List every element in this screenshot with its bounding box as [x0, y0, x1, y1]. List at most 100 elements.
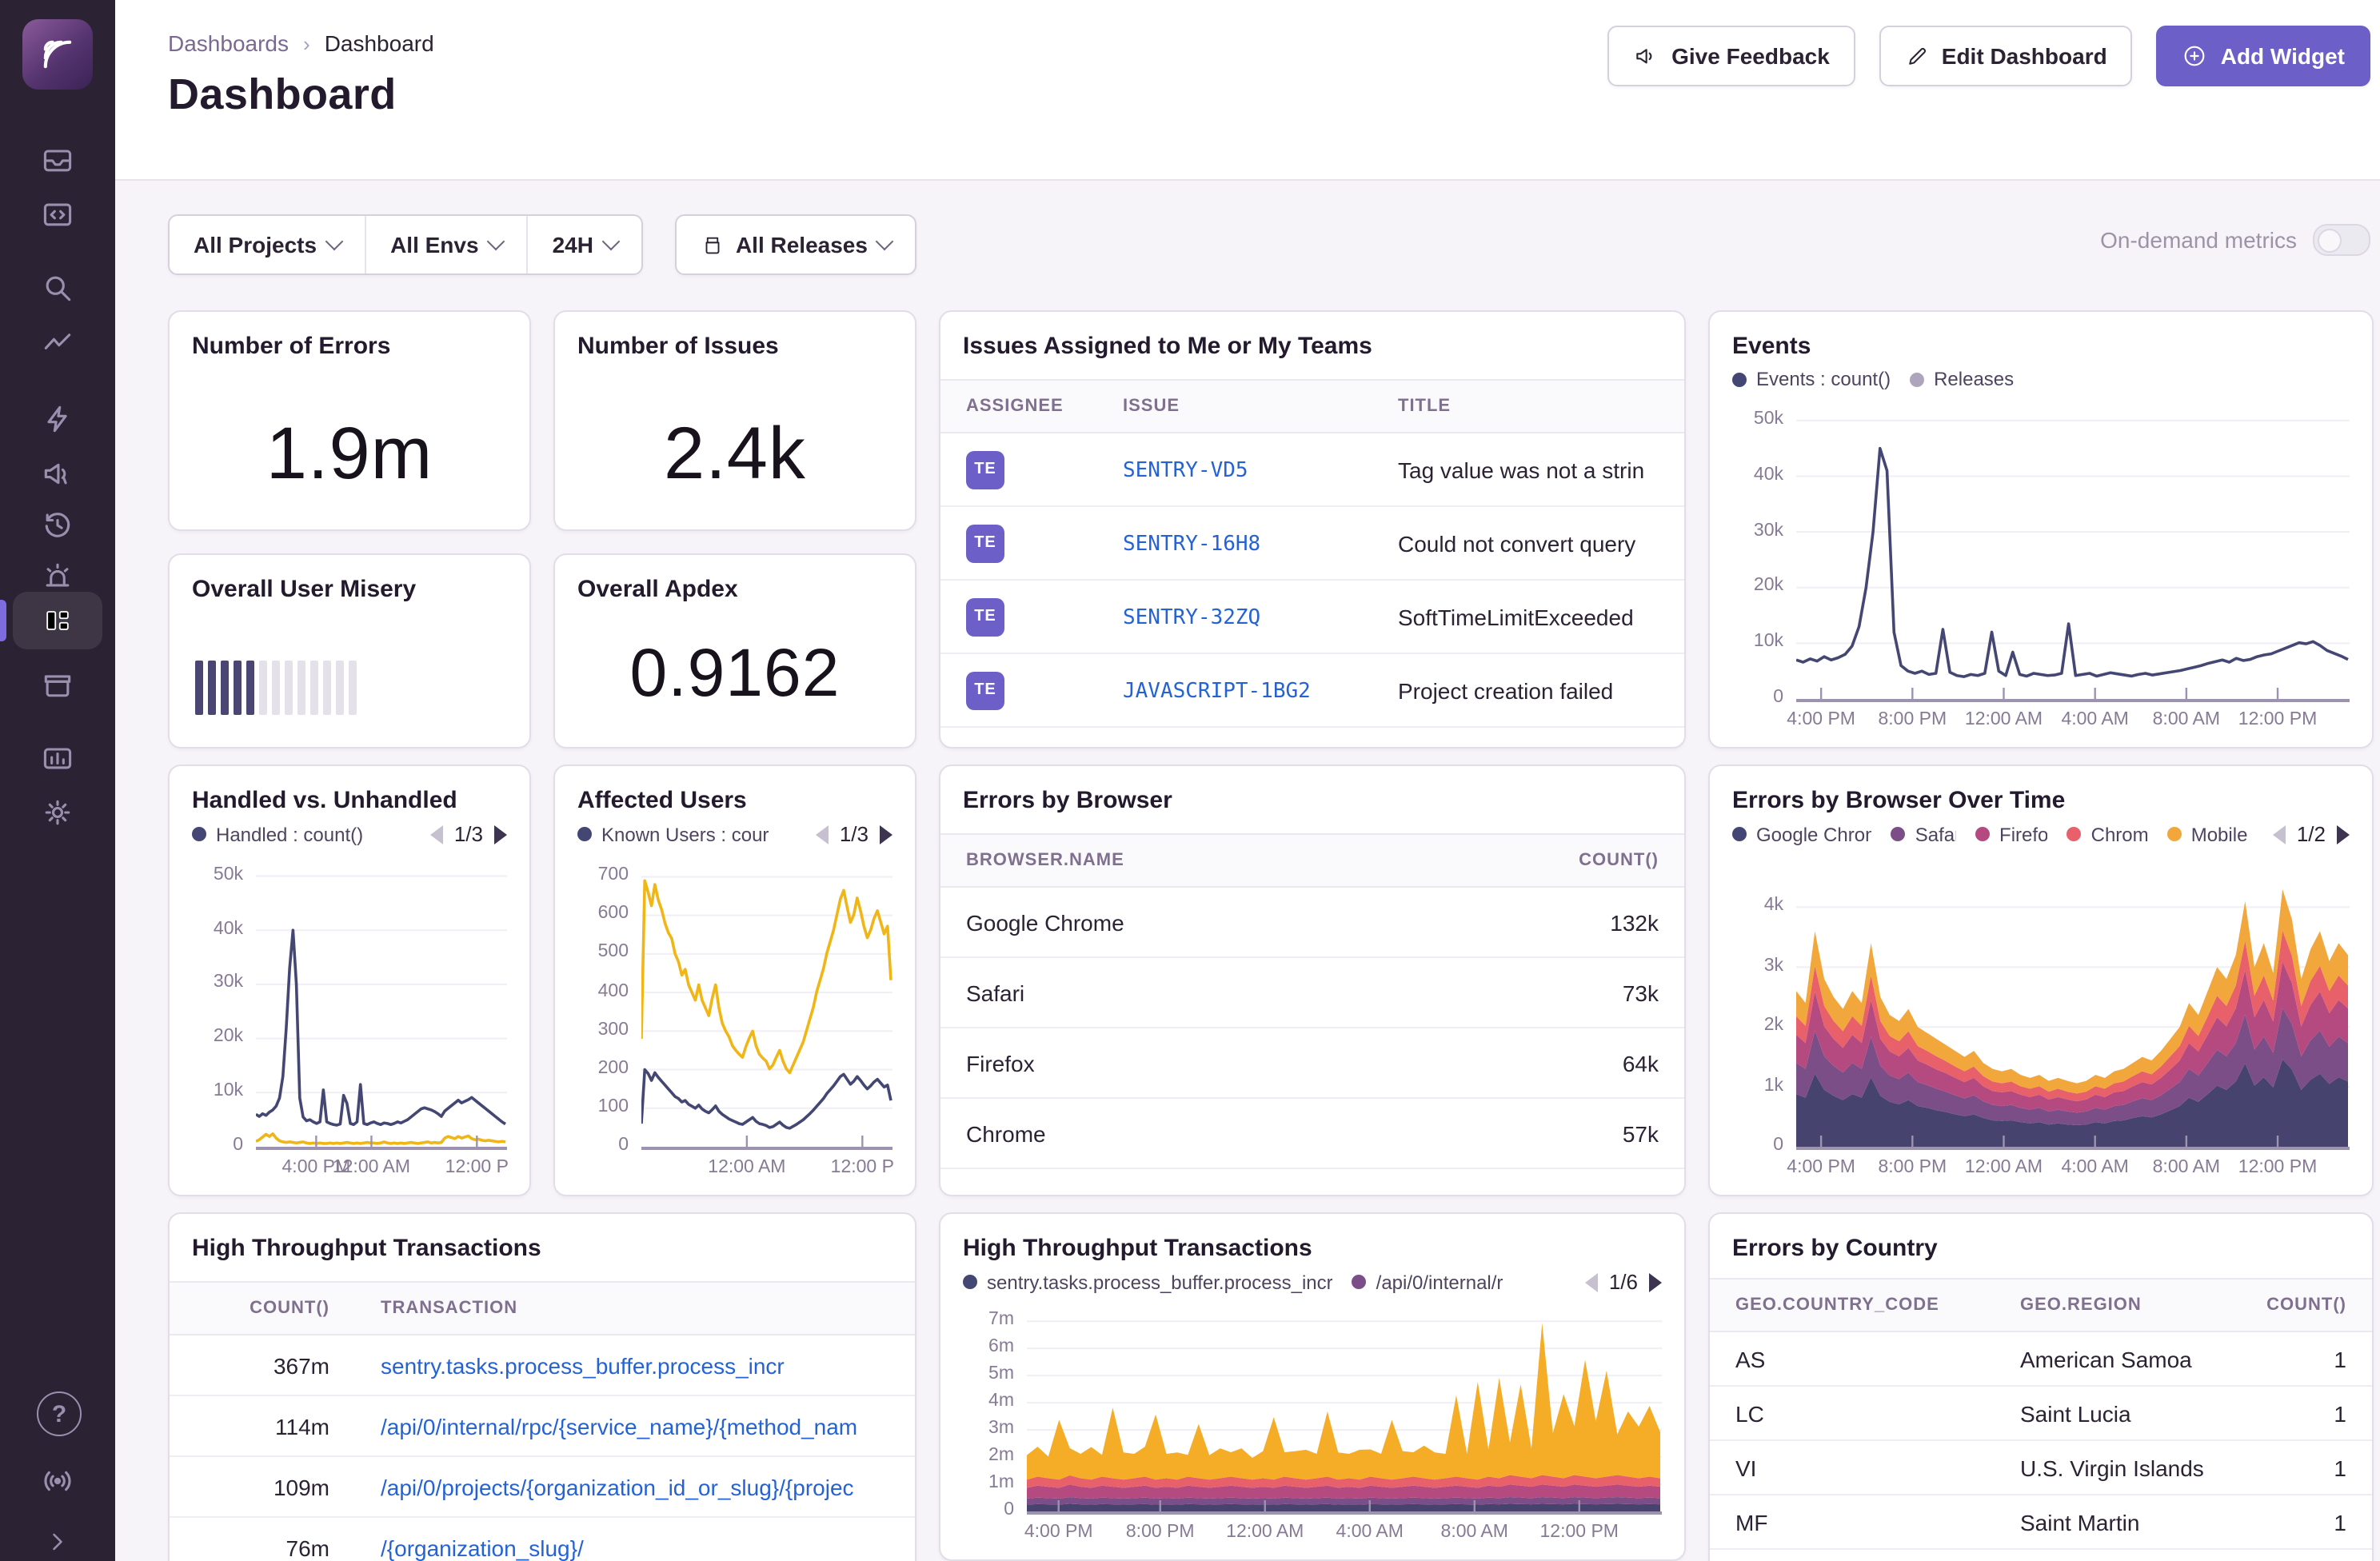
- legend-item[interactable]: Releases: [1910, 368, 2014, 390]
- legend-item[interactable]: Google Chrome: [1732, 823, 1872, 845]
- releases-filter[interactable]: All Releases: [677, 216, 916, 273]
- table-row[interactable]: 114m/api/0/internal/rpc/{service_name}/{…: [170, 1396, 915, 1457]
- table-row[interactable]: TEJAVASCRIPT-1BG2Project creation failed: [940, 654, 1684, 728]
- column-header[interactable]: COUNT(): [170, 1299, 355, 1318]
- widget-apdex[interactable]: Overall Apdex 0.9162: [553, 553, 916, 749]
- on-demand-metrics-toggle[interactable]: [2313, 224, 2370, 256]
- legend-item[interactable]: Firefox: [1975, 823, 2048, 845]
- column-header[interactable]: TITLE: [1388, 397, 1684, 416]
- widget-errors-by-browser-over-time[interactable]: Errors by Browser Over Time Google Chrom…: [1708, 765, 2374, 1196]
- add-widget-button[interactable]: Add Widget: [2157, 26, 2370, 86]
- issue-link[interactable]: SENTRY-VD5: [1123, 459, 1248, 483]
- column-header[interactable]: ISSUE: [1116, 397, 1388, 416]
- sidebar-item-settings[interactable]: [32, 787, 83, 838]
- issue-link[interactable]: SENTRY-32ZQ: [1123, 606, 1260, 630]
- prev-page-icon[interactable]: [816, 824, 829, 844]
- table-row[interactable]: TESENTRY-16H8Could not convert query: [940, 507, 1684, 581]
- widget-number-of-issues[interactable]: Number of Issues 2.4k: [553, 310, 916, 531]
- assignee-avatar[interactable]: TE: [966, 597, 1004, 636]
- table-row[interactable]: MFSaint Martin1: [1710, 1495, 2372, 1550]
- table-row[interactable]: TESENTRY-VD5Tag value was not a strin: [940, 433, 1684, 507]
- legend-item[interactable]: Events : count(): [1732, 368, 1891, 390]
- legend-item[interactable]: /api/0/internal/r: [1352, 1271, 1503, 1293]
- table-row[interactable]: VIU.S. Virgin Islands1: [1710, 1441, 2372, 1495]
- sentry-logo[interactable]: [22, 19, 93, 90]
- sidebar-item-performance[interactable]: [32, 317, 83, 368]
- next-page-icon[interactable]: [494, 824, 507, 844]
- give-feedback-button[interactable]: Give Feedback: [1607, 26, 1855, 86]
- table-row[interactable]: LCSaint Lucia1: [1710, 1387, 2372, 1441]
- events-chart-plot[interactable]: [1796, 400, 2350, 702]
- next-page-icon[interactable]: [2337, 824, 2350, 844]
- widget-handled-vs-unhandled[interactable]: Handled vs. Unhandled Handled : count()1…: [168, 765, 531, 1196]
- assignee-avatar[interactable]: TE: [966, 671, 1004, 709]
- transaction-link[interactable]: /api/0/internal/rpc/{service_name}/{meth…: [381, 1413, 857, 1439]
- table-row[interactable]: ASAmerican Samoa1: [1710, 1332, 2372, 1387]
- column-header[interactable]: TRANSACTION: [355, 1299, 915, 1318]
- sidebar-item-broadcast[interactable]: [32, 1455, 83, 1507]
- widget-errors-by-country[interactable]: Errors by Country GEO.COUNTRY_CODEGEO.RE…: [1708, 1212, 2374, 1561]
- transaction-link[interactable]: sentry.tasks.process_buffer.process_incr: [381, 1352, 785, 1378]
- widget-affected-users[interactable]: Affected Users Known Users : cour1/3 010…: [553, 765, 916, 1196]
- table-row[interactable]: 367msentry.tasks.process_buffer.process_…: [170, 1335, 915, 1396]
- widget-high-throughput-chart[interactable]: High Throughput Transactions sentry.task…: [939, 1212, 1686, 1561]
- assignee-avatar[interactable]: TE: [966, 450, 1004, 489]
- next-page-icon[interactable]: [880, 824, 892, 844]
- throughput-chart-plot[interactable]: [1027, 1303, 1662, 1515]
- sidebar-item-starfish[interactable]: [32, 393, 83, 445]
- column-header[interactable]: COUNT(): [1489, 851, 1684, 870]
- table-row[interactable]: Safari73k: [940, 958, 1684, 1028]
- edit-dashboard-button[interactable]: Edit Dashboard: [1879, 26, 2133, 86]
- next-page-icon[interactable]: [1649, 1272, 1662, 1292]
- affected-chart-plot[interactable]: [641, 856, 892, 1150]
- column-header[interactable]: ASSIGNEE: [940, 397, 1116, 416]
- column-header[interactable]: COUNT(): [2206, 1296, 2372, 1315]
- legend-item[interactable]: Mobile S: [2167, 823, 2254, 845]
- sidebar-item-feedback[interactable]: [32, 448, 83, 499]
- table-row[interactable]: 76m/{organization_slug}/: [170, 1518, 915, 1561]
- widget-errors-by-browser[interactable]: Errors by Browser BROWSER.NAMECOUNT()Goo…: [939, 765, 1686, 1196]
- legend-item[interactable]: Safari: [1891, 823, 1956, 845]
- sidebar-item-explore[interactable]: [32, 262, 83, 313]
- table-row[interactable]: Mobile Safari33k: [940, 1169, 1684, 1196]
- handled-chart-plot[interactable]: [256, 856, 507, 1150]
- widget-issues-assigned[interactable]: Issues Assigned to Me or My Teams ASSIGN…: [939, 310, 1686, 749]
- help-button[interactable]: ?: [37, 1391, 82, 1436]
- prev-page-icon[interactable]: [430, 824, 443, 844]
- assignee-avatar[interactable]: TE: [966, 524, 1004, 562]
- legend-item[interactable]: Handled : count(): [192, 823, 363, 845]
- widget-number-of-errors[interactable]: Number of Errors 1.9m: [168, 310, 531, 531]
- prev-page-icon[interactable]: [1585, 1272, 1598, 1292]
- prev-page-icon[interactable]: [2273, 824, 2286, 844]
- widget-high-throughput-table[interactable]: High Throughput Transactions COUNT()TRAN…: [168, 1212, 916, 1561]
- project-filter[interactable]: All Projects: [170, 216, 365, 273]
- sidebar-item-issues[interactable]: [32, 134, 83, 186]
- legend-item[interactable]: sentry.tasks.process_buffer.process_incr: [963, 1271, 1333, 1293]
- browser-over-time-chart-plot[interactable]: [1796, 856, 2350, 1150]
- table-row[interactable]: Chrome57k: [940, 1099, 1684, 1169]
- column-header[interactable]: GEO.REGION: [1995, 1296, 2206, 1315]
- sidebar-item-releases[interactable]: [32, 659, 83, 710]
- sidebar-item-projects[interactable]: [32, 189, 83, 240]
- table-row[interactable]: TESENTRY-32ZQSoftTimeLimitExceeded: [940, 581, 1684, 654]
- sidebar-item-dashboards-active[interactable]: [13, 592, 102, 649]
- column-header[interactable]: BROWSER.NAME: [940, 851, 1489, 870]
- transaction-link[interactable]: /{organization_slug}/: [381, 1535, 584, 1560]
- environment-filter[interactable]: All Envs: [365, 216, 527, 273]
- transaction-link[interactable]: /api/0/projects/{organization_id_or_slug…: [381, 1474, 854, 1499]
- time-range-filter[interactable]: 24H: [527, 216, 641, 273]
- sidebar-item-replays[interactable]: [32, 499, 83, 550]
- legend-item[interactable]: Known Users : cour: [577, 823, 769, 845]
- issue-link[interactable]: SENTRY-16H8: [1123, 533, 1260, 557]
- legend-item[interactable]: Chrome: [2067, 823, 2148, 845]
- issue-link[interactable]: JAVASCRIPT-1BG2: [1123, 680, 1311, 704]
- widget-user-misery[interactable]: Overall User Misery: [168, 553, 531, 749]
- table-row[interactable]: Google Chrome132k: [940, 888, 1684, 958]
- column-header[interactable]: GEO.COUNTRY_CODE: [1710, 1296, 1995, 1315]
- sidebar-item-stats[interactable]: [32, 733, 83, 784]
- table-row[interactable]: 109m/api/0/projects/{organization_id_or_…: [170, 1457, 915, 1518]
- table-row[interactable]: Firefox64k: [940, 1028, 1684, 1099]
- collapse-sidebar-button[interactable]: [32, 1516, 83, 1561]
- breadcrumb-dashboards[interactable]: Dashboards: [168, 30, 289, 56]
- widget-events[interactable]: Events Events : count()Releases 010k20k3…: [1708, 310, 2374, 749]
